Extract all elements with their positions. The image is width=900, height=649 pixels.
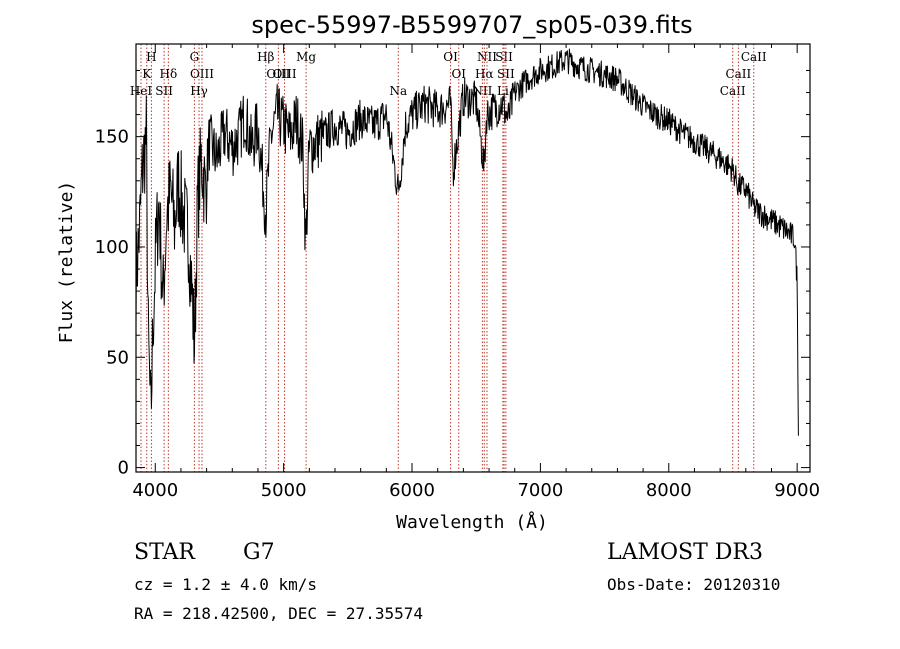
object-class: STAR [134,540,195,565]
line-label-9: OIII [266,67,290,81]
x-tick-label-7000: 7000 [517,480,563,501]
line-label-13: OI [443,50,458,64]
x-axis-label: Wavelength (Å) [396,511,548,533]
line-label-21: CaII [720,84,746,98]
line-label-23: CaII [741,50,767,64]
object-subclass: G7 [243,540,275,565]
line-label-17: Hα [475,67,494,81]
coordinates: RA = 218.42500, DEC = 27.35574 [134,604,423,623]
line-label-8: Hβ [257,50,274,64]
line-label-0: H [146,50,156,64]
line-label-20: Li [497,84,509,98]
line-label-18: SII [495,50,513,64]
line-label-19: SII [497,67,515,81]
line-label-6: OIII [190,67,214,81]
survey-name: LAMOST DR3 [607,540,763,565]
y-tick-label-0: 0 [118,458,129,479]
line-label-3: SII [155,84,173,98]
line-label-7: Hγ [190,84,208,98]
x-tick-label-4000: 4000 [132,480,178,501]
plot-frame [135,43,811,473]
x-tick-label-9000: 9000 [774,480,820,501]
series-layer [135,48,799,436]
x-tick-label-6000: 6000 [389,480,435,501]
line-label-22: CaII [725,67,751,81]
line-label-5: G [190,50,200,64]
line-label-14: OI [451,67,466,81]
line-label-4: Hδ [160,67,178,81]
chart-title: spec-55997-B5599707_sp05-039.fits [251,11,692,39]
line-label-11: Mg [296,50,316,64]
x-tick-label-5000: 5000 [261,480,307,501]
line-label-16: NII [477,50,497,64]
x-tick-label-8000: 8000 [646,480,692,501]
axis-ticks: 4000 5000 6000 7000 8000 9000 0 50 100 150 [95,44,820,501]
line-label-10: OIII [273,67,297,81]
spectrum-line [135,48,799,436]
line-label-12: Na [389,84,407,98]
y-tick-label-50: 50 [106,347,129,368]
line-label-2: HeI [130,84,153,98]
line-label-15: NII [472,84,492,98]
cz-readout: cz = 1.2 ± 4.0 km/s [134,575,318,594]
y-tick-label-100: 100 [95,237,129,258]
line-label-1: K [142,67,152,81]
y-axis-label: Flux (relative) [56,181,77,344]
y-tick-label-150: 150 [95,127,129,148]
obs-date: Obs-Date: 20120310 [607,575,781,594]
